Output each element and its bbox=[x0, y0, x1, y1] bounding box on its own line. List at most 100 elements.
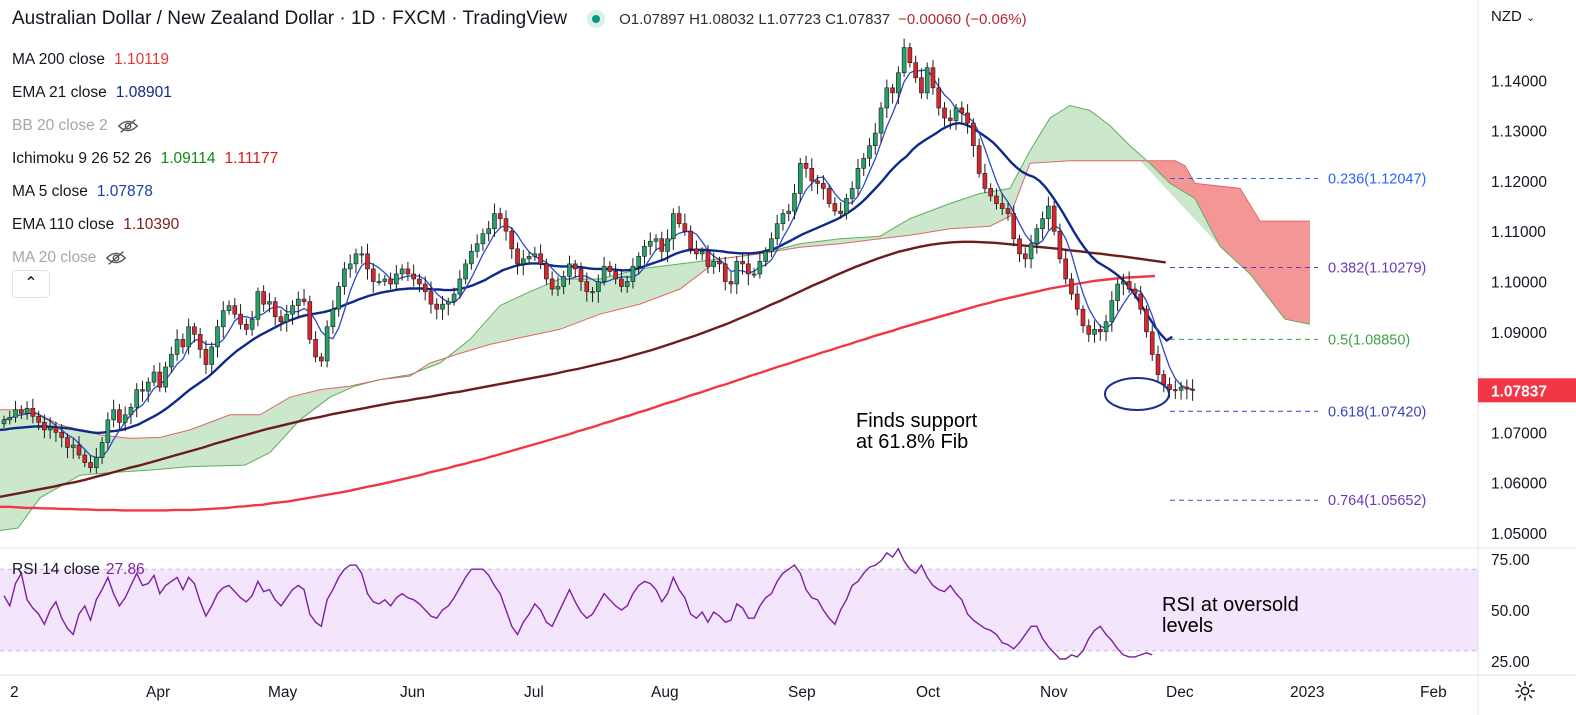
candle-body bbox=[809, 168, 815, 182]
candle-body bbox=[82, 454, 88, 463]
eye-off-icon[interactable] bbox=[117, 118, 139, 134]
candle-body bbox=[584, 281, 590, 292]
candle-body bbox=[953, 107, 959, 121]
legend-row[interactable]: MA 200 close 1.10119 bbox=[12, 43, 287, 76]
candle-body bbox=[474, 243, 480, 252]
candle-body bbox=[624, 281, 630, 287]
candle-body bbox=[117, 409, 122, 423]
candle-body bbox=[13, 409, 18, 418]
legend-row[interactable]: EMA 110 close 1.10390 bbox=[12, 208, 287, 241]
candle-body bbox=[722, 263, 728, 282]
candle-body bbox=[209, 346, 215, 365]
candle-body bbox=[688, 230, 693, 250]
candle-body bbox=[1034, 228, 1040, 245]
collapse-legend-button[interactable]: ⌃ bbox=[12, 270, 50, 298]
legend-row[interactable]: MA 20 close bbox=[12, 241, 287, 274]
candle-body bbox=[942, 107, 947, 119]
candle-body bbox=[919, 77, 924, 94]
candle-body bbox=[503, 218, 509, 232]
candle-body bbox=[740, 261, 745, 265]
ichimoku-cloud-red bbox=[1140, 160, 1310, 325]
candle-body bbox=[572, 263, 578, 270]
candle-body bbox=[630, 266, 636, 282]
candle-body bbox=[307, 301, 313, 340]
candle-body bbox=[111, 409, 116, 421]
candle-body bbox=[267, 301, 272, 305]
candle-body bbox=[671, 213, 676, 240]
candle-body bbox=[19, 409, 24, 414]
legend-row[interactable]: MA 5 close 1.07878 bbox=[12, 175, 287, 208]
candle-body bbox=[1103, 321, 1109, 333]
candle-body bbox=[878, 107, 884, 134]
candle-body bbox=[826, 188, 832, 204]
legend-row[interactable]: BB 20 close 2 bbox=[12, 109, 287, 142]
candle-body bbox=[215, 326, 220, 348]
legend-row[interactable]: Ichimoku 9 26 52 26 1.09114 1.11177 bbox=[12, 142, 287, 175]
candle-body bbox=[930, 67, 936, 89]
price-tick-label: 1.07000 bbox=[1491, 425, 1547, 442]
candle-body bbox=[815, 180, 820, 184]
candle-body bbox=[99, 442, 105, 458]
candle-body bbox=[590, 291, 595, 294]
rsi-legend[interactable]: RSI 14 close 27.86 bbox=[12, 561, 145, 579]
candle-body bbox=[163, 366, 168, 388]
candle-body bbox=[1109, 300, 1115, 323]
candle-body bbox=[1, 419, 7, 425]
candle-body bbox=[1057, 230, 1063, 260]
ichimoku-span-a bbox=[0, 104, 1311, 531]
candle-body bbox=[1011, 213, 1017, 240]
candle-body bbox=[561, 276, 566, 287]
candle-body bbox=[821, 183, 826, 189]
candle-body bbox=[457, 278, 463, 295]
candle-body bbox=[896, 72, 901, 94]
candle-body bbox=[999, 203, 1005, 209]
candle-body bbox=[290, 305, 295, 315]
candle-body bbox=[872, 132, 878, 146]
candle-body bbox=[428, 291, 434, 305]
support-ellipse bbox=[1104, 377, 1170, 411]
candle-body bbox=[59, 432, 65, 438]
candle-body bbox=[365, 253, 370, 270]
chevron-down-icon: ⌄ bbox=[1526, 12, 1536, 24]
candle-body bbox=[596, 281, 601, 292]
candle-body bbox=[30, 407, 36, 417]
candle-body bbox=[1167, 384, 1172, 390]
candle-body bbox=[976, 145, 982, 174]
candle-body bbox=[1040, 218, 1045, 229]
candle-body bbox=[497, 213, 503, 219]
candle-body bbox=[676, 213, 682, 224]
gear-icon[interactable] bbox=[1514, 680, 1536, 702]
candle-body bbox=[469, 251, 474, 265]
candle-body bbox=[769, 238, 774, 252]
eye-off-icon[interactable] bbox=[105, 250, 127, 266]
candle-body bbox=[220, 310, 226, 328]
fib-label: 0.382(1.10279) bbox=[1328, 260, 1426, 276]
legend-row[interactable]: EMA 21 close 1.08901 bbox=[12, 76, 287, 109]
time-tick-label: Feb bbox=[1420, 684, 1447, 701]
candle-body bbox=[134, 389, 140, 408]
candle-body bbox=[832, 203, 838, 212]
ema110-line bbox=[0, 240, 1166, 498]
symbol-title[interactable]: Australian Dollar / New Zealand Dollar ·… bbox=[12, 8, 568, 29]
candle-body bbox=[1138, 293, 1143, 310]
candle-body bbox=[284, 313, 290, 323]
candle-body bbox=[901, 47, 907, 74]
candle-body bbox=[763, 251, 768, 262]
candle-body bbox=[42, 422, 47, 431]
price-change: −0.00060 (−0.06%) bbox=[898, 10, 1027, 28]
candle-body bbox=[7, 417, 13, 421]
candle-body bbox=[746, 263, 751, 275]
candle-body bbox=[376, 281, 382, 284]
candle-body bbox=[636, 256, 642, 267]
currency-selector[interactable]: NZD ⌄ bbox=[1491, 8, 1535, 25]
candle-body bbox=[128, 406, 134, 416]
candle-body bbox=[105, 419, 111, 443]
time-tick-label: Aug bbox=[651, 684, 679, 701]
candle-body bbox=[757, 261, 763, 275]
time-tick-label: Sep bbox=[788, 684, 816, 701]
ma200-line bbox=[0, 274, 1156, 512]
candle-body bbox=[1028, 243, 1034, 260]
candle-body bbox=[1051, 205, 1057, 232]
candle-body bbox=[1173, 389, 1178, 392]
legend-value: 1.07878 bbox=[96, 182, 153, 200]
